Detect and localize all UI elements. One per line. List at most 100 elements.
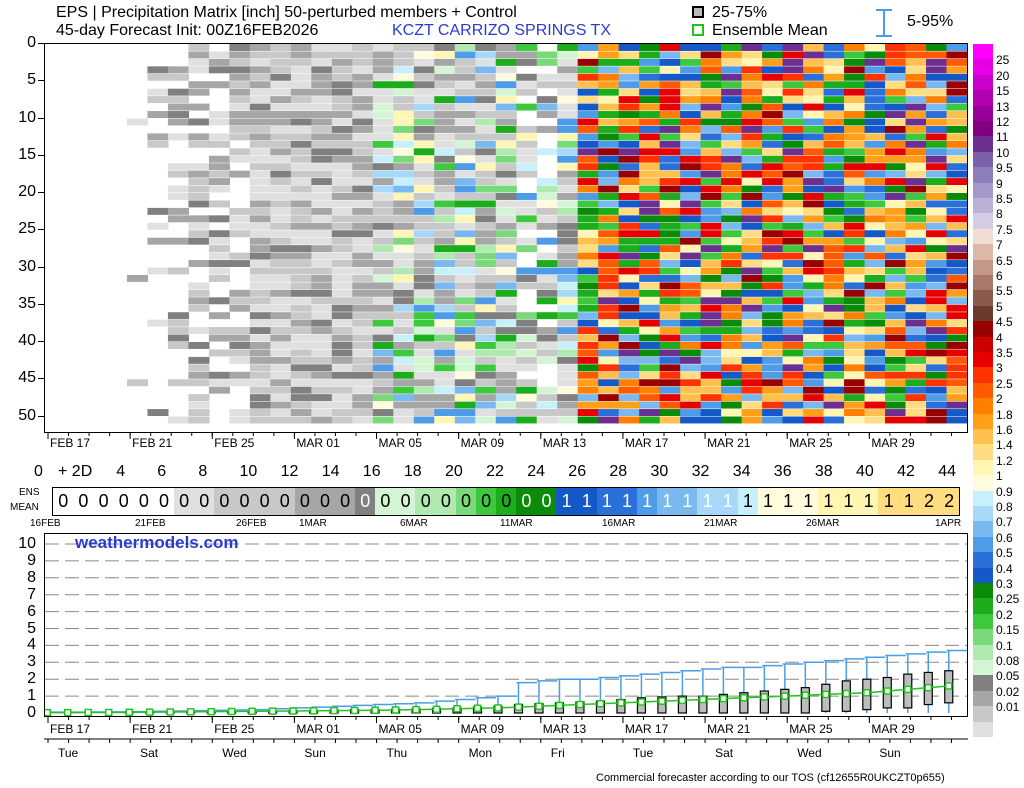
matrix-cell — [393, 319, 415, 327]
matrix-cell — [557, 44, 579, 51]
matrix-cell — [331, 252, 353, 260]
matrix-cell — [229, 289, 251, 297]
scale-label: 0.05 — [996, 669, 1020, 684]
matrix-cell — [495, 185, 517, 193]
matrix-cell — [803, 44, 825, 51]
matrix-cell — [639, 282, 661, 290]
matrix-cell — [946, 96, 968, 104]
matrix-cell — [598, 140, 620, 148]
matrix-cell — [782, 66, 804, 74]
matrix-cell — [557, 260, 579, 267]
matrix-cell — [413, 73, 435, 81]
matrix-cell — [844, 58, 866, 66]
matrix-cell — [475, 386, 497, 394]
matrix-cell — [823, 73, 845, 81]
matrix-cell — [844, 193, 866, 200]
matrix-cell — [475, 394, 497, 402]
matrix-cell — [249, 111, 271, 118]
matrix-cell — [475, 409, 497, 416]
matrix-cell — [577, 334, 599, 342]
matrix-cell — [557, 274, 579, 282]
matrix-cell — [475, 289, 497, 297]
matrix-cell — [577, 356, 599, 364]
matrix-cell — [762, 111, 784, 118]
matrix-cell — [208, 140, 230, 148]
matrix-cell — [577, 96, 599, 104]
day-axis-label: 14 — [321, 463, 340, 480]
matrix-cell — [618, 245, 640, 253]
matrix-cell — [188, 237, 210, 245]
matrix-cell — [864, 81, 886, 89]
matrix-cell — [434, 140, 456, 148]
matrix-cell — [331, 356, 353, 364]
matrix-cell — [864, 274, 886, 282]
matrix-cell — [782, 342, 804, 349]
matrix-cell — [700, 133, 722, 141]
matrix-cell — [290, 319, 312, 327]
matrix-cell — [454, 371, 476, 379]
matrix-cell — [229, 356, 251, 364]
matrix-cell — [659, 200, 681, 208]
day-axis-label: 30 — [650, 463, 669, 480]
matrix-y-tick-mark — [38, 192, 44, 193]
matrix-cell — [536, 274, 558, 282]
matrix-cell — [290, 416, 312, 424]
matrix-cell — [331, 96, 353, 104]
matrix-cell — [434, 282, 456, 290]
matrix-cell — [475, 58, 497, 66]
matrix-cell — [680, 163, 702, 171]
matrix-cell — [639, 230, 661, 238]
matrix-cell — [270, 304, 292, 312]
matrix-cell — [229, 349, 251, 357]
matrix-cell — [577, 230, 599, 238]
matrix-cell — [618, 409, 640, 416]
matrix-cell — [680, 394, 702, 402]
matrix-cell — [762, 66, 784, 74]
matrix-cell — [885, 230, 907, 238]
matrix-cell — [741, 230, 763, 238]
matrix-cell — [413, 111, 435, 118]
matrix-cell — [700, 148, 722, 156]
scale-swatch — [973, 675, 993, 692]
matrix-cell — [639, 58, 661, 66]
matrix-cell — [864, 207, 886, 215]
matrix-cell — [188, 379, 210, 387]
matrix-cell — [905, 312, 927, 320]
matrix-cell — [844, 319, 866, 327]
matrix-cell — [372, 349, 394, 357]
matrix-cell — [352, 349, 374, 357]
matrix-cell — [290, 327, 312, 335]
matrix-cell — [536, 334, 558, 342]
matrix-cell — [454, 319, 476, 327]
matrix-cell — [495, 51, 517, 59]
matrix-cell — [741, 125, 763, 133]
matrix-y-tick-mark — [38, 80, 44, 82]
matrix-cell — [659, 267, 681, 275]
matrix-cell — [680, 140, 702, 148]
matrix-cell — [434, 230, 456, 238]
matrix-cell — [803, 51, 825, 59]
matrix-cell — [208, 118, 230, 126]
matrix-cell — [741, 416, 763, 424]
scale-label: 1 — [996, 469, 1003, 484]
matrix-cell — [885, 222, 907, 230]
matrix-cell — [618, 73, 640, 81]
matrix-cell — [782, 185, 804, 193]
scale-swatch — [973, 629, 993, 646]
matrix-cell — [290, 230, 312, 238]
matrix-cell — [147, 73, 169, 81]
matrix-cell — [372, 222, 394, 230]
matrix-cell — [372, 245, 394, 253]
matrix-cell — [557, 342, 579, 349]
matrix-cell — [311, 282, 333, 290]
matrix-cell — [475, 133, 497, 141]
matrix-cell — [393, 133, 415, 141]
matrix-cell — [762, 170, 784, 178]
matrix-cell — [618, 118, 640, 126]
matrix-cell — [393, 215, 415, 223]
matrix-cell — [536, 148, 558, 156]
scale-label: 8 — [996, 207, 1003, 222]
matrix-cell — [495, 267, 517, 275]
matrix-cell — [188, 289, 210, 297]
matrix-cell — [700, 163, 722, 171]
